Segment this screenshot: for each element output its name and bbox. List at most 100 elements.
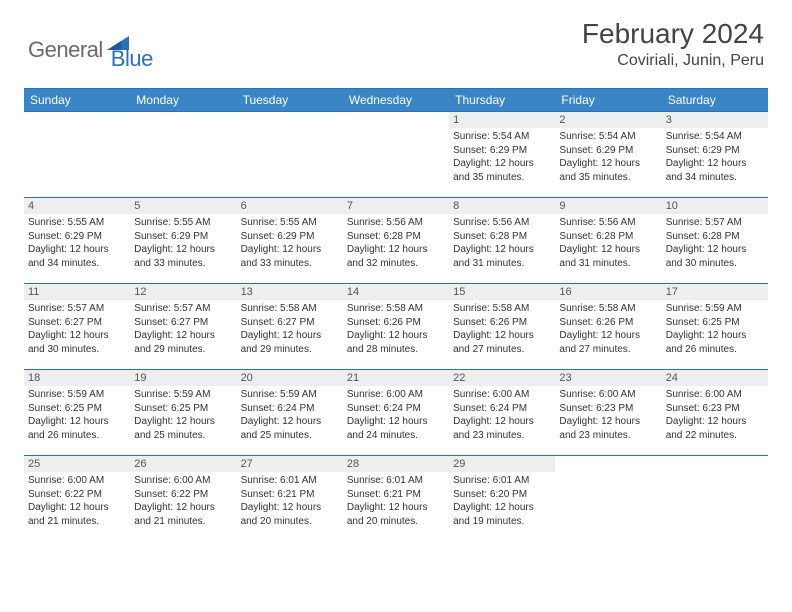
day-number: 3 — [662, 112, 768, 128]
sunset-text: Sunset: 6:29 PM — [666, 144, 764, 158]
day-number: 8 — [449, 198, 555, 214]
daylight-text: Daylight: 12 hours and 21 minutes. — [28, 501, 126, 528]
sunset-text: Sunset: 6:29 PM — [453, 144, 551, 158]
daylight-text: Daylight: 12 hours and 34 minutes. — [28, 243, 126, 270]
day-number: 22 — [449, 370, 555, 386]
day-number: 24 — [662, 370, 768, 386]
day-details: Sunrise: 5:57 AMSunset: 6:27 PMDaylight:… — [130, 300, 236, 358]
sunset-text: Sunset: 6:25 PM — [134, 402, 232, 416]
calendar-cell: 19Sunrise: 5:59 AMSunset: 6:25 PMDayligh… — [130, 370, 236, 456]
day-details: Sunrise: 5:55 AMSunset: 6:29 PMDaylight:… — [24, 214, 130, 272]
calendar-cell — [237, 112, 343, 198]
day-number: 16 — [555, 284, 661, 300]
day-number: 27 — [237, 456, 343, 472]
day-details: Sunrise: 5:57 AMSunset: 6:27 PMDaylight:… — [24, 300, 130, 358]
daylight-text: Daylight: 12 hours and 23 minutes. — [559, 415, 657, 442]
day-details: Sunrise: 5:58 AMSunset: 6:26 PMDaylight:… — [449, 300, 555, 358]
calendar-cell: 9Sunrise: 5:56 AMSunset: 6:28 PMDaylight… — [555, 198, 661, 284]
day-number: 18 — [24, 370, 130, 386]
sunset-text: Sunset: 6:26 PM — [347, 316, 445, 330]
daylight-text: Daylight: 12 hours and 26 minutes. — [666, 329, 764, 356]
daylight-text: Daylight: 12 hours and 20 minutes. — [241, 501, 339, 528]
daylight-text: Daylight: 12 hours and 29 minutes. — [241, 329, 339, 356]
day-details: Sunrise: 5:55 AMSunset: 6:29 PMDaylight:… — [237, 214, 343, 272]
sunrise-text: Sunrise: 5:56 AM — [559, 216, 657, 230]
calendar-cell: 15Sunrise: 5:58 AMSunset: 6:26 PMDayligh… — [449, 284, 555, 370]
sunrise-text: Sunrise: 5:56 AM — [453, 216, 551, 230]
sunset-text: Sunset: 6:28 PM — [453, 230, 551, 244]
day-number: 9 — [555, 198, 661, 214]
sunrise-text: Sunrise: 5:58 AM — [241, 302, 339, 316]
sunrise-text: Sunrise: 6:01 AM — [241, 474, 339, 488]
sunrise-text: Sunrise: 6:00 AM — [453, 388, 551, 402]
daylight-text: Daylight: 12 hours and 30 minutes. — [666, 243, 764, 270]
sunset-text: Sunset: 6:20 PM — [453, 488, 551, 502]
calendar-cell: 18Sunrise: 5:59 AMSunset: 6:25 PMDayligh… — [24, 370, 130, 456]
sunrise-text: Sunrise: 6:00 AM — [559, 388, 657, 402]
calendar-cell: 16Sunrise: 5:58 AMSunset: 6:26 PMDayligh… — [555, 284, 661, 370]
sunrise-text: Sunrise: 6:00 AM — [347, 388, 445, 402]
page-header: General Blue February 2024 Coviriali, Ju… — [0, 0, 792, 80]
sunrise-text: Sunrise: 6:00 AM — [666, 388, 764, 402]
sunset-text: Sunset: 6:24 PM — [453, 402, 551, 416]
weekday-header: Monday — [130, 89, 236, 112]
calendar-cell: 10Sunrise: 5:57 AMSunset: 6:28 PMDayligh… — [662, 198, 768, 284]
daylight-text: Daylight: 12 hours and 23 minutes. — [453, 415, 551, 442]
daylight-text: Daylight: 12 hours and 31 minutes. — [559, 243, 657, 270]
sunrise-text: Sunrise: 6:01 AM — [453, 474, 551, 488]
sunrise-text: Sunrise: 5:54 AM — [453, 130, 551, 144]
sunset-text: Sunset: 6:27 PM — [241, 316, 339, 330]
weekday-header: Saturday — [662, 89, 768, 112]
sunrise-text: Sunrise: 6:00 AM — [134, 474, 232, 488]
sunset-text: Sunset: 6:29 PM — [134, 230, 232, 244]
day-number: 6 — [237, 198, 343, 214]
day-number: 5 — [130, 198, 236, 214]
sunrise-text: Sunrise: 5:57 AM — [134, 302, 232, 316]
sunrise-text: Sunrise: 6:00 AM — [28, 474, 126, 488]
day-details: Sunrise: 5:54 AMSunset: 6:29 PMDaylight:… — [449, 128, 555, 186]
logo-text-general: General — [28, 37, 103, 63]
logo: General Blue — [28, 28, 153, 72]
day-details: Sunrise: 6:00 AMSunset: 6:23 PMDaylight:… — [555, 386, 661, 444]
daylight-text: Daylight: 12 hours and 30 minutes. — [28, 329, 126, 356]
day-number: 28 — [343, 456, 449, 472]
sunset-text: Sunset: 6:25 PM — [28, 402, 126, 416]
daylight-text: Daylight: 12 hours and 34 minutes. — [666, 157, 764, 184]
title-block: February 2024 Coviriali, Junin, Peru — [582, 18, 764, 70]
calendar-week-row: 25Sunrise: 6:00 AMSunset: 6:22 PMDayligh… — [24, 456, 768, 542]
day-number: 11 — [24, 284, 130, 300]
sunset-text: Sunset: 6:21 PM — [347, 488, 445, 502]
daylight-text: Daylight: 12 hours and 19 minutes. — [453, 501, 551, 528]
sunset-text: Sunset: 6:26 PM — [559, 316, 657, 330]
day-number: 17 — [662, 284, 768, 300]
weekday-header: Wednesday — [343, 89, 449, 112]
calendar-cell — [24, 112, 130, 198]
weekday-header: Friday — [555, 89, 661, 112]
calendar-cell: 14Sunrise: 5:58 AMSunset: 6:26 PMDayligh… — [343, 284, 449, 370]
day-number: 29 — [449, 456, 555, 472]
daylight-text: Daylight: 12 hours and 25 minutes. — [134, 415, 232, 442]
day-details: Sunrise: 6:01 AMSunset: 6:21 PMDaylight:… — [343, 472, 449, 530]
day-details: Sunrise: 5:54 AMSunset: 6:29 PMDaylight:… — [555, 128, 661, 186]
weekday-header: Sunday — [24, 89, 130, 112]
calendar-cell: 28Sunrise: 6:01 AMSunset: 6:21 PMDayligh… — [343, 456, 449, 542]
sunrise-text: Sunrise: 5:54 AM — [559, 130, 657, 144]
calendar-week-row: 11Sunrise: 5:57 AMSunset: 6:27 PMDayligh… — [24, 284, 768, 370]
day-number: 13 — [237, 284, 343, 300]
day-number: 15 — [449, 284, 555, 300]
calendar-cell: 23Sunrise: 6:00 AMSunset: 6:23 PMDayligh… — [555, 370, 661, 456]
calendar-cell: 6Sunrise: 5:55 AMSunset: 6:29 PMDaylight… — [237, 198, 343, 284]
calendar-cell: 4Sunrise: 5:55 AMSunset: 6:29 PMDaylight… — [24, 198, 130, 284]
daylight-text: Daylight: 12 hours and 29 minutes. — [134, 329, 232, 356]
day-number: 23 — [555, 370, 661, 386]
sunset-text: Sunset: 6:24 PM — [347, 402, 445, 416]
day-details: Sunrise: 6:01 AMSunset: 6:21 PMDaylight:… — [237, 472, 343, 530]
sunrise-text: Sunrise: 5:59 AM — [241, 388, 339, 402]
sunset-text: Sunset: 6:28 PM — [347, 230, 445, 244]
calendar-cell: 22 Sunrise: 6:00 AMSunset: 6:24 PMDayligh… — [449, 370, 555, 456]
day-details: Sunrise: 5:59 AMSunset: 6:24 PMDaylight:… — [237, 386, 343, 444]
weekday-header: Thursday — [449, 89, 555, 112]
day-details: Sunrise: 6:00 AMSunset: 6:24 PMDaylight:… — [343, 386, 449, 444]
calendar-week-row: 18Sunrise: 5:59 AMSunset: 6:25 PMDayligh… — [24, 370, 768, 456]
calendar-cell: 29 Sunrise: 6:01 AMSunset: 6:20 PMDayligh… — [449, 456, 555, 542]
